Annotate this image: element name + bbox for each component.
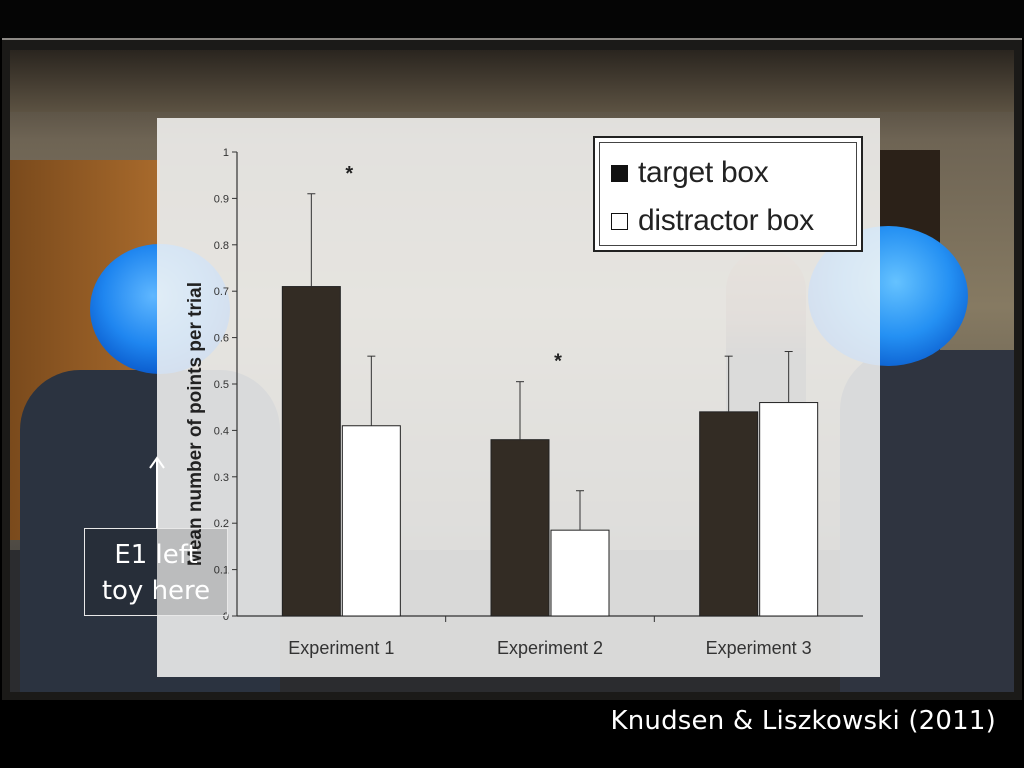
legend-item-target: target box — [611, 156, 769, 190]
bar-distractor-exp1 — [341, 425, 401, 617]
y-tick-label: 0 — [223, 611, 229, 623]
y-tick-label: 0.7 — [214, 286, 229, 298]
up-arrow-icon — [149, 456, 165, 528]
bar-chart: 0 0.1 0.2 0.3 0.4 0.5 0.6 0.7 0.8 0.9 1 Mean number… — [185, 147, 863, 658]
legend-swatch-distractor — [611, 212, 628, 230]
legend-label-target: target box — [638, 156, 769, 189]
significance-star: * — [345, 163, 353, 185]
bar-distractor-exp3 — [759, 402, 819, 617]
citation-credit: Knudsen & Liszkowski (2011) — [610, 706, 996, 736]
x-category-label: Experiment 1 — [288, 638, 394, 658]
annotation-box: E1 left toy here — [84, 528, 228, 616]
bar-target-exp1 — [281, 286, 341, 617]
significance-star: * — [554, 351, 562, 373]
annotation-line-1: E1 left — [114, 540, 198, 570]
y-tick-label: 0.1 — [214, 565, 229, 577]
y-tick-label: 0.3 — [214, 472, 229, 484]
annotation-line-2: toy here — [101, 576, 211, 606]
bar-target-exp3 — [699, 411, 759, 617]
bar-distractor-exp2 — [550, 529, 610, 617]
chart-panel: 0 0.1 0.2 0.3 0.4 0.5 0.6 0.7 0.8 0.9 1 Mean number… — [157, 118, 880, 677]
top-bar — [0, 0, 1024, 38]
x-category-label: Experiment 3 — [706, 638, 812, 658]
y-tick-label: 0.4 — [214, 425, 229, 437]
y-tick-label: 0.2 — [214, 518, 229, 530]
y-tick-label: 0.6 — [214, 333, 229, 345]
legend-item-distractor: distractor box — [611, 204, 814, 238]
y-tick-label: 0.9 — [214, 193, 229, 205]
legend-label-distractor: distractor box — [638, 204, 814, 237]
ceiling — [10, 50, 1014, 112]
x-category-label: Experiment 2 — [497, 638, 603, 658]
bar-target-exp2 — [490, 439, 550, 617]
y-tick-label: 0.5 — [214, 379, 229, 391]
y-tick-label: 0.8 — [214, 240, 229, 252]
legend-swatch-target — [611, 164, 628, 182]
y-tick-label: 1 — [223, 147, 229, 159]
y-axis-title: Mean number of points per trial — [185, 282, 206, 566]
legend: target box distractor box — [593, 136, 863, 252]
